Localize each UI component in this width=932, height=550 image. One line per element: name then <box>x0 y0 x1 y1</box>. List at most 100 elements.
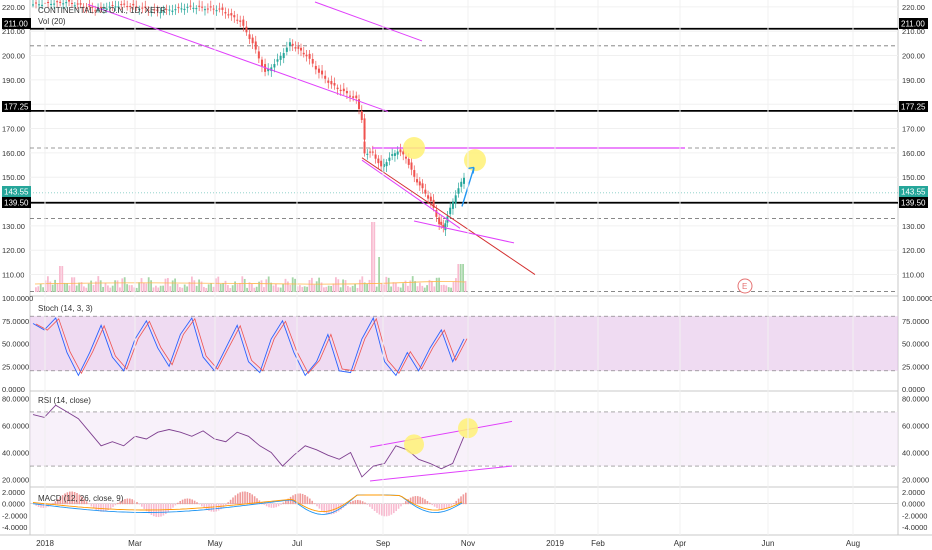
candle-body <box>457 188 460 194</box>
macd-hist-bar <box>294 494 297 505</box>
candle-body <box>363 141 366 154</box>
candle-body <box>432 199 435 208</box>
macd-hist-bar <box>61 495 64 505</box>
volume-bar <box>97 276 100 292</box>
macd-hist-bar <box>81 496 83 505</box>
candle-body <box>360 111 363 120</box>
candle-body <box>451 201 454 209</box>
macd-hist-bar <box>217 503 220 511</box>
macd-hist-bar <box>83 498 85 505</box>
candle-body <box>410 162 413 170</box>
macd-hist-bar <box>429 502 431 505</box>
candle-body <box>282 53 285 59</box>
candle-body <box>135 6 138 8</box>
y-tick-label-right: 170.00 <box>902 125 925 134</box>
macd-hist-bar <box>280 503 282 505</box>
volume-bar <box>464 280 467 292</box>
candle-body <box>203 9 206 11</box>
candle-body <box>120 4 123 6</box>
candle-body <box>435 210 438 217</box>
stoch-pane: 0.0000 0.0000 25.0000 25.0000 50.0000 50.0000… <box>2 294 932 394</box>
candle-body <box>345 90 348 94</box>
volume-bar <box>126 284 128 292</box>
macd-hist-bar <box>150 503 153 515</box>
macd-hist-bar <box>256 498 258 505</box>
volume-bar <box>200 281 203 292</box>
macd-hist-bar <box>249 492 251 505</box>
macd-hist-bar <box>376 503 378 513</box>
macd-hist-bar <box>433 503 436 507</box>
macd-hist-bar <box>340 503 342 510</box>
candle-body <box>38 4 41 6</box>
macd-hist-bar <box>138 503 141 505</box>
volume-bar <box>243 278 246 292</box>
candle-body <box>189 5 192 7</box>
candle-body <box>245 26 248 33</box>
macd-hist-bar <box>71 491 73 505</box>
volume-bar <box>318 277 320 292</box>
volume-bar <box>78 282 80 292</box>
candle-body <box>186 6 189 8</box>
candle-body <box>342 88 345 92</box>
volume-bar <box>75 285 78 292</box>
candle-body <box>371 151 374 153</box>
candle-body <box>442 224 445 228</box>
volume-bar <box>114 280 116 292</box>
volume-bar <box>42 287 44 292</box>
macd-hist-bar <box>441 503 443 510</box>
volume-bar <box>56 283 59 292</box>
volume-bar <box>459 264 462 292</box>
volume-bar <box>131 285 133 292</box>
volume-bar <box>452 281 455 292</box>
candle-body <box>333 83 336 86</box>
volume-bar <box>111 285 114 292</box>
candle-body <box>147 9 150 11</box>
macd-hist-bar <box>205 503 208 510</box>
macd-hist-bar <box>93 503 95 509</box>
volume-bar <box>191 276 193 292</box>
macd-hist-bar <box>177 502 179 505</box>
macd-hist-bar <box>109 503 112 509</box>
volume-bar <box>332 283 335 292</box>
y-tick-label-left: 0.0000 <box>2 385 25 394</box>
svg-text:139.50: 139.50 <box>901 199 926 208</box>
macd-hist-bar <box>232 497 234 505</box>
macd-hist-bar <box>35 503 37 506</box>
candle-body <box>218 8 221 10</box>
volume-bar <box>140 278 143 292</box>
macd-hist-bar <box>405 501 407 505</box>
volume-bar <box>265 279 268 292</box>
svg-text:177.25: 177.25 <box>4 103 29 112</box>
volume-bar <box>299 285 301 292</box>
volume-bar <box>116 280 119 292</box>
y-tick-label-right: 40.0000 <box>902 449 929 458</box>
candle-body <box>35 2 38 4</box>
candle-body <box>330 81 333 85</box>
earnings-marker[interactable]: E <box>737 278 753 294</box>
volume-bar <box>236 284 239 292</box>
y-tick-label-left: 170.00 <box>2 125 25 134</box>
volume-bar <box>378 257 380 292</box>
rsi-pane: 20.0000 20.0000 40.0000 40.0000 60.0000 60.00… <box>2 394 929 484</box>
volume-bar <box>323 287 325 292</box>
volume-bar <box>109 287 112 292</box>
y-tick-label-right: 200.00 <box>902 52 925 61</box>
candle-body <box>209 6 212 8</box>
y-tick-label-left: 190.00 <box>2 76 25 85</box>
volume-bar <box>155 285 157 292</box>
macd-hist-bar <box>54 501 57 505</box>
macd-hist-bar <box>419 496 421 505</box>
y-tick-label-left: 75.0000 <box>2 317 29 326</box>
y-tick-label-left: 200.00 <box>2 52 25 61</box>
candle-body <box>438 217 441 225</box>
candle-body <box>126 6 129 8</box>
macd-hist-bar <box>388 503 390 516</box>
macd-hist-bar <box>402 503 405 505</box>
macd-hist-bar <box>246 491 249 505</box>
volume-bar <box>455 278 457 292</box>
highlight-circle <box>404 434 424 455</box>
candle-body <box>70 2 73 4</box>
candle-body <box>168 9 171 11</box>
macd-hist-bar <box>273 503 275 508</box>
